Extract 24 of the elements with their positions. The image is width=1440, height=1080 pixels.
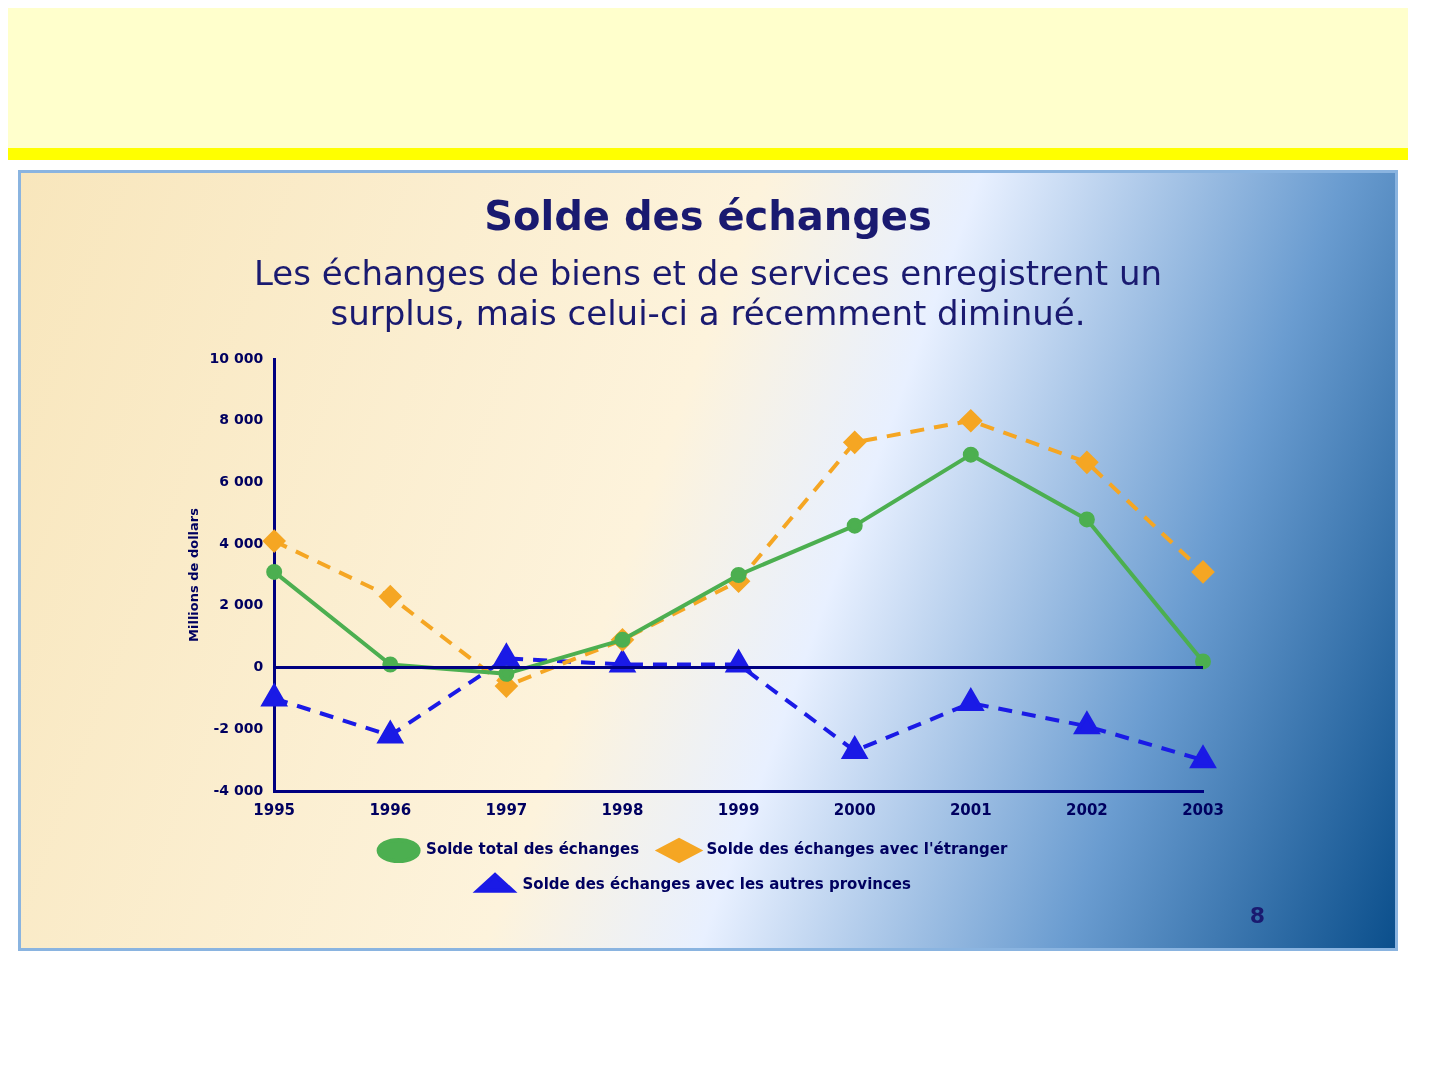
- x-tick-label: 2003: [1182, 800, 1224, 819]
- x-tick-label: 1998: [601, 800, 644, 819]
- legend-label: Solde des échanges avec les autres provinces: [522, 875, 912, 894]
- legend-label: Solde total des échanges: [426, 840, 640, 859]
- y-tick-label: 8 000: [219, 411, 264, 428]
- y-tick-label: 10 000: [209, 349, 264, 366]
- x-tick-label: 1997: [485, 800, 528, 819]
- chart-title: Solde des échanges: [483, 193, 933, 239]
- y-tick-label: 6 000: [219, 473, 264, 490]
- y-axis-title: Millions de dollars: [186, 507, 202, 642]
- x-tick-label: 2001: [949, 800, 992, 819]
- x-tick-label: 1995: [253, 800, 296, 819]
- y-tick-label: -4 000: [213, 781, 264, 798]
- y-tick-label: 0: [253, 658, 264, 675]
- x-tick-label: 2002: [1066, 800, 1108, 819]
- x-tick-label: 2000: [833, 800, 876, 819]
- chart-subtitle: Les échanges de biens et de services enregistrent un surplus, mais celui-ci a récemment diminué.: [253, 253, 1163, 333]
- text: 8: [1248, 903, 1265, 928]
- y-tick-label: 4 000: [219, 534, 264, 551]
- y-tick-label: 2 000: [219, 596, 264, 613]
- x-tick-label: 1999: [717, 800, 760, 819]
- x-tick-label: 1996: [369, 800, 412, 819]
- legend-label: Solde des échanges avec l'étranger: [706, 840, 1008, 859]
- y-tick-label: -2 000: [213, 719, 264, 736]
